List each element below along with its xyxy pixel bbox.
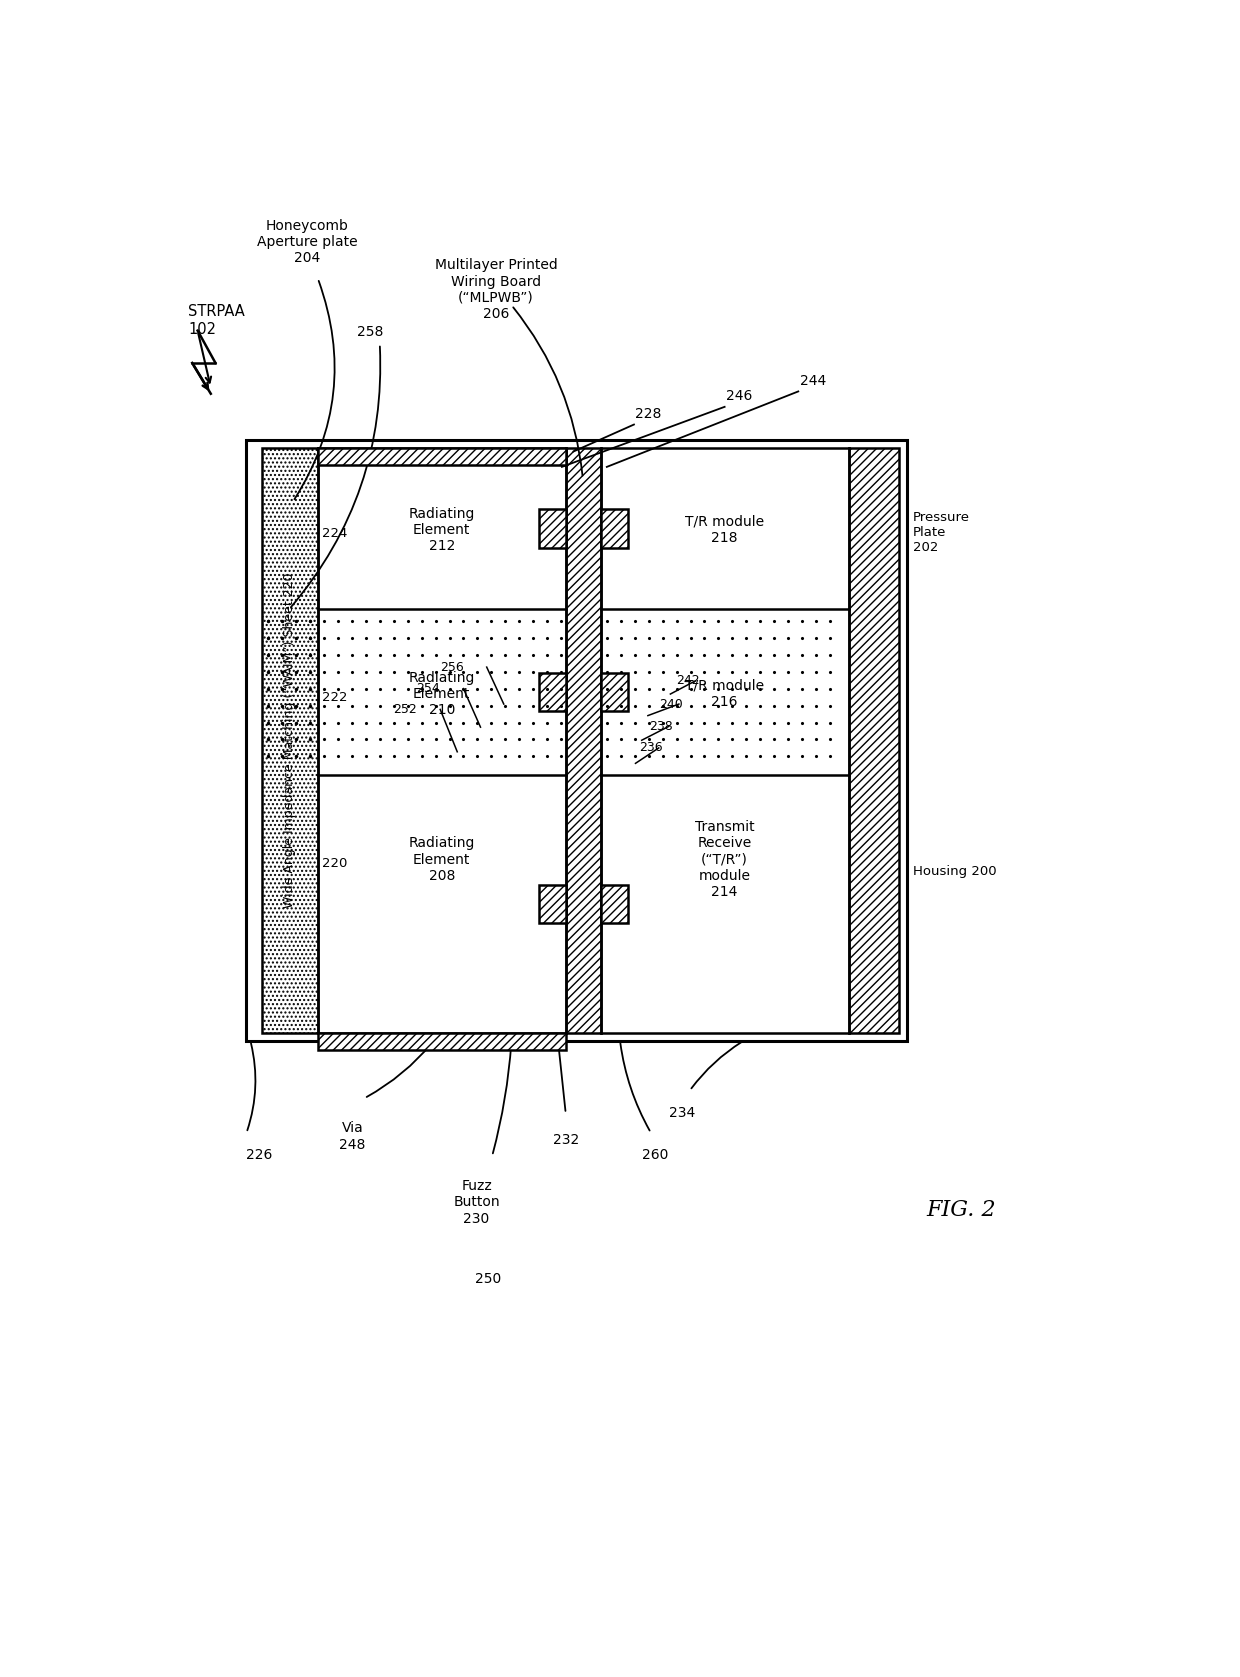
Bar xyxy=(600,884,627,922)
Text: FIG. 2: FIG. 2 xyxy=(926,1199,996,1221)
Text: Radiating
Element
208: Radiating Element 208 xyxy=(408,837,475,882)
Text: STRPAA
102: STRPAA 102 xyxy=(188,305,246,337)
Bar xyxy=(600,672,627,711)
Text: 220: 220 xyxy=(321,857,347,870)
Text: Honeycomb
Aperture plate
204: Honeycomb Aperture plate 204 xyxy=(257,220,357,265)
Text: 226: 226 xyxy=(247,1149,273,1162)
Text: Fuzz
Button
230: Fuzz Button 230 xyxy=(454,1179,500,1226)
Text: 234: 234 xyxy=(668,1107,696,1120)
Text: 258: 258 xyxy=(357,325,383,339)
Text: 232: 232 xyxy=(553,1134,579,1147)
Text: Via
248: Via 248 xyxy=(340,1122,366,1152)
Text: 228: 228 xyxy=(635,408,662,421)
Text: 222: 222 xyxy=(321,691,347,704)
Text: 244: 244 xyxy=(800,374,826,387)
Bar xyxy=(565,448,600,1033)
Bar xyxy=(538,884,565,922)
Bar xyxy=(317,448,565,465)
Text: Wide Angle Impedance Matching (“WAIM”) Sheet 220: Wide Angle Impedance Matching (“WAIM”) S… xyxy=(284,572,296,907)
Text: 252: 252 xyxy=(393,703,417,716)
Bar xyxy=(538,510,565,548)
Text: 236: 236 xyxy=(640,741,663,755)
Text: 224: 224 xyxy=(321,527,347,540)
Bar xyxy=(262,448,317,1033)
Text: Radiating
Element
210: Radiating Element 210 xyxy=(408,671,475,718)
Text: 242: 242 xyxy=(676,674,699,688)
Text: Pressure
Plate
202: Pressure Plate 202 xyxy=(913,511,970,553)
Text: Transmit
Receive
(“T/R”)
module
214: Transmit Receive (“T/R”) module 214 xyxy=(694,820,754,899)
Text: 238: 238 xyxy=(650,719,673,733)
Bar xyxy=(600,510,627,548)
Bar xyxy=(247,439,906,1040)
Text: 254: 254 xyxy=(417,683,440,696)
Text: T/R module
218: T/R module 218 xyxy=(684,515,764,545)
Text: T/R module
216: T/R module 216 xyxy=(684,679,764,709)
Text: 250: 250 xyxy=(475,1271,501,1286)
Text: Housing 200: Housing 200 xyxy=(913,865,997,877)
Bar xyxy=(538,672,565,711)
Text: 260: 260 xyxy=(641,1149,668,1162)
Text: 256: 256 xyxy=(440,661,464,674)
Text: 246: 246 xyxy=(727,389,753,402)
Text: 240: 240 xyxy=(660,698,683,711)
Bar xyxy=(317,1033,565,1050)
Text: Radiating
Element
212: Radiating Element 212 xyxy=(408,506,475,553)
Bar xyxy=(848,448,899,1033)
Text: Multilayer Printed
Wiring Board
(“MLPWB”)
206: Multilayer Printed Wiring Board (“MLPWB”… xyxy=(435,258,557,320)
